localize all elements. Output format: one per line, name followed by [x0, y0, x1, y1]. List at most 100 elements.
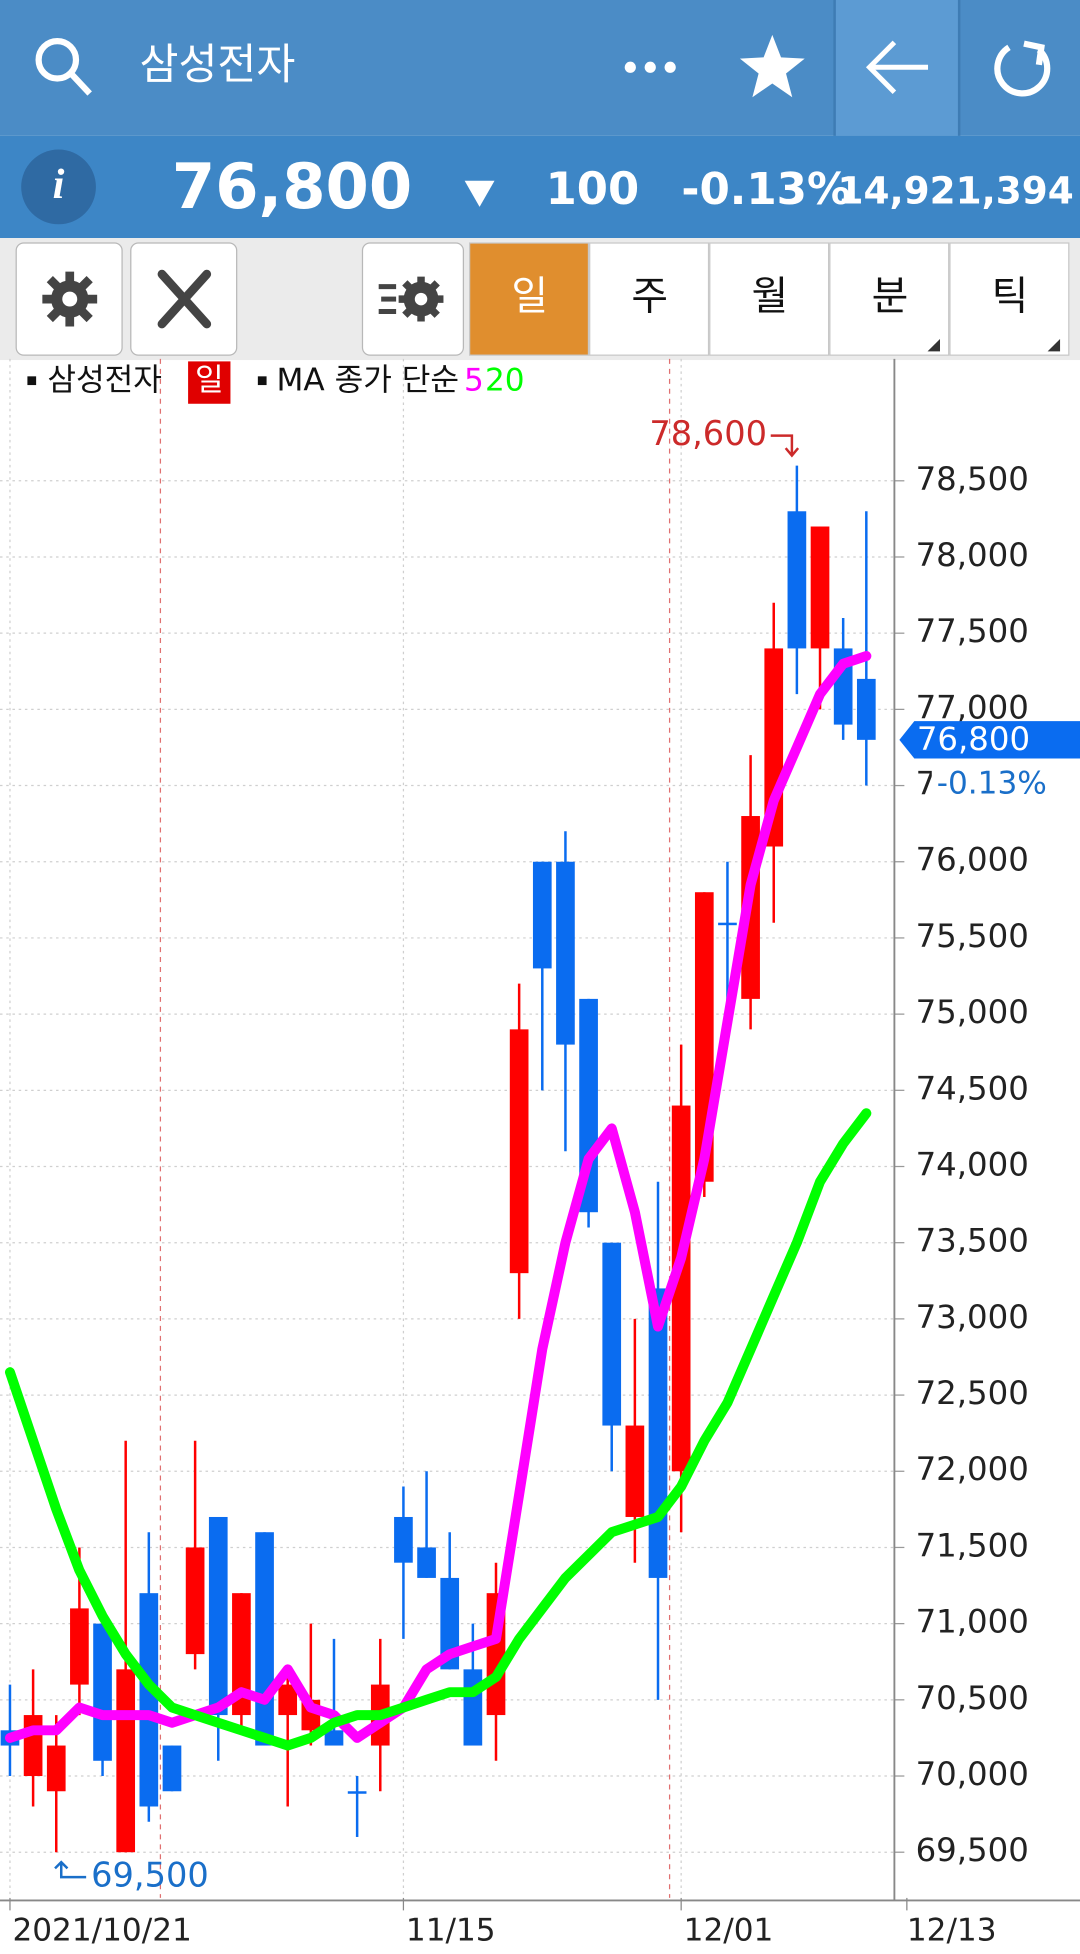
candle-body: [347, 1791, 367, 1794]
price-change-pct: -0.13%: [681, 165, 850, 215]
candle-body: [324, 1730, 344, 1746]
candle-body: [93, 1623, 112, 1761]
candle-body: [648, 1288, 668, 1578]
period-tab[interactable]: [589, 242, 710, 356]
candle-body: [532, 861, 552, 969]
legend-period: 일: [195, 362, 224, 398]
candle-body: [255, 1532, 274, 1746]
y-tick-label: 74,500: [916, 1069, 1029, 1107]
legend-entry: 5: [464, 362, 484, 398]
candle-body: [463, 1669, 483, 1746]
period-tab[interactable]: [468, 242, 590, 356]
x-tick-label: 2021/10/21: [12, 1913, 191, 1949]
y-tick-label: 76,000: [916, 841, 1029, 879]
period-tab[interactable]: [949, 242, 1070, 356]
candle-body: [787, 511, 807, 649]
star-icon[interactable]: [739, 34, 805, 98]
y-tick-label: 71,500: [916, 1526, 1029, 1564]
change-bg: [931, 764, 1044, 805]
indicator-icon: [378, 276, 444, 322]
candle-body: [625, 1425, 645, 1517]
info-icon: i: [53, 161, 65, 208]
gear-icon: [42, 271, 98, 327]
period-tab-label: 틱: [992, 274, 1029, 320]
price-bar: [0, 135, 1080, 239]
period-tab-label: 월: [751, 274, 788, 320]
candle-body: [556, 861, 575, 1045]
candle-body: [671, 1105, 691, 1472]
candle-body: [208, 1516, 228, 1716]
candle-body: [509, 1029, 529, 1274]
candle-body: [417, 1547, 436, 1578]
y-tick-label: 72,000: [916, 1450, 1029, 1488]
price-tag-change: -0.13%: [937, 766, 1047, 802]
ma-line: [4, 651, 872, 1743]
legend-ma: MA 종가 단순: [277, 362, 459, 398]
x-tick-label: 12/13: [907, 1913, 997, 1949]
y-tick-label: 75,500: [916, 917, 1029, 955]
y-tick-label: 69,500: [916, 1831, 1029, 1869]
period-tab[interactable]: [709, 242, 830, 356]
tools-icon: [157, 269, 212, 329]
y-tick-label: 71,000: [916, 1603, 1029, 1641]
y-tick-label: 77,500: [916, 612, 1029, 650]
dropdown-corner: [927, 338, 940, 352]
candle-body: [70, 1608, 89, 1685]
legend-bullet: [257, 376, 267, 386]
y-tick-label: 73,500: [916, 1222, 1029, 1260]
period-tab-label: 분: [872, 274, 909, 320]
candle-body: [718, 922, 737, 926]
candle-body: [46, 1745, 66, 1792]
price-tag: [899, 721, 1080, 759]
candle-body: [139, 1593, 159, 1807]
candle-body: [232, 1593, 251, 1716]
chart: 69,500 70,000 70,500 71,000 71,500 72,000 72,5…: [0, 358, 1080, 1954]
y-tick-label: 70,500: [916, 1679, 1029, 1717]
period-tab-label: 주: [631, 274, 668, 320]
price-tag-label: 76,800: [917, 720, 1030, 758]
y-tick-label: 77,000: [916, 688, 1029, 726]
more-icon[interactable]: [624, 61, 676, 73]
candle-body: [278, 1684, 298, 1716]
volume: 14,921,394: [837, 169, 1073, 213]
legend-stock: 삼성전자: [47, 362, 162, 398]
stock-title: 삼성전자: [140, 40, 296, 89]
min-label: 69,500: [91, 1856, 209, 1895]
legend-bullet: [27, 376, 37, 386]
max-label: 78,600: [649, 414, 767, 453]
candle-body: [185, 1547, 205, 1655]
search-icon[interactable]: [35, 38, 92, 96]
refresh-icon[interactable]: [994, 40, 1051, 97]
price-change: 100: [546, 162, 640, 215]
y-tick-label: 73,000: [916, 1298, 1029, 1336]
chart-bg: [0, 360, 1080, 1954]
candle-body: [810, 526, 830, 649]
price: 76,800: [172, 150, 412, 223]
y-tick-label: 74,000: [916, 1146, 1029, 1184]
y-tick-label: 78,500: [916, 460, 1029, 498]
period-tab[interactable]: [829, 242, 950, 356]
candle-body: [162, 1745, 182, 1792]
y-tick-label: 78,000: [916, 536, 1029, 574]
legend-period-bg: [188, 361, 231, 404]
candle-body: [440, 1577, 460, 1670]
x-tick-label: 12/01: [684, 1913, 774, 1949]
x-tick-label: 11/15: [406, 1913, 496, 1949]
candle-body: [394, 1516, 413, 1563]
y-tick-label: 72,500: [916, 1374, 1029, 1412]
back-icon[interactable]: [865, 40, 929, 94]
info-button[interactable]: [21, 149, 96, 225]
candle-body: [116, 1669, 136, 1853]
y-tick-label: 75,000: [916, 993, 1029, 1031]
y-tick-label: 70,000: [916, 1755, 1029, 1793]
ma-line: [4, 1108, 872, 1751]
candle-body: [23, 1715, 43, 1777]
min-arrow: [54, 1860, 87, 1879]
candle-body: [602, 1242, 622, 1426]
max-arrow: [770, 434, 800, 458]
candle-body: [856, 678, 876, 740]
